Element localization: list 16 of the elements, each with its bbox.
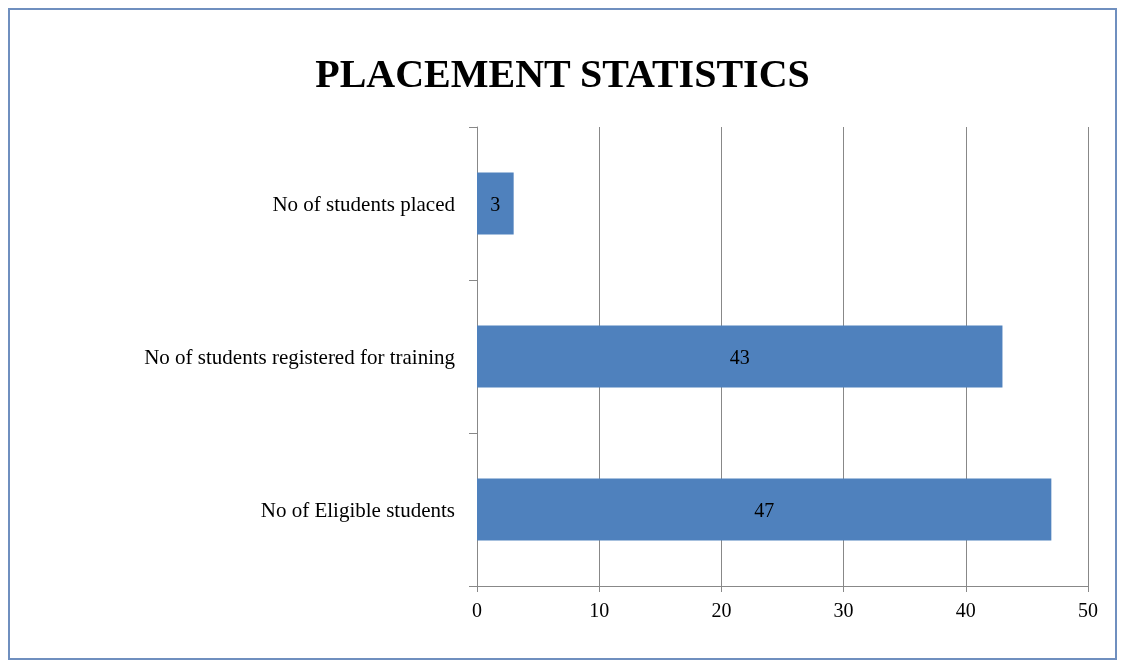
data-label: 43 xyxy=(729,345,750,368)
x-tick-label: 50 xyxy=(1078,599,1098,621)
y-tick-label: No of students placed xyxy=(272,191,456,216)
chart-title: PLACEMENT STATISTICS xyxy=(315,50,810,96)
x-tick-label: 20 xyxy=(711,599,732,621)
bar xyxy=(477,325,1003,388)
y-tick-label: No of students registered for training xyxy=(144,344,456,369)
x-tick-label: 40 xyxy=(955,599,976,621)
x-tick-label: 30 xyxy=(833,599,854,621)
y-tick-label: No of Eligible students xyxy=(260,497,455,522)
bar xyxy=(477,172,514,235)
data-label: 3 xyxy=(490,192,501,215)
data-label: 47 xyxy=(754,498,775,521)
x-tick-label: 0 xyxy=(472,599,482,621)
x-tick-label: 10 xyxy=(589,599,610,621)
bar xyxy=(477,478,1052,541)
